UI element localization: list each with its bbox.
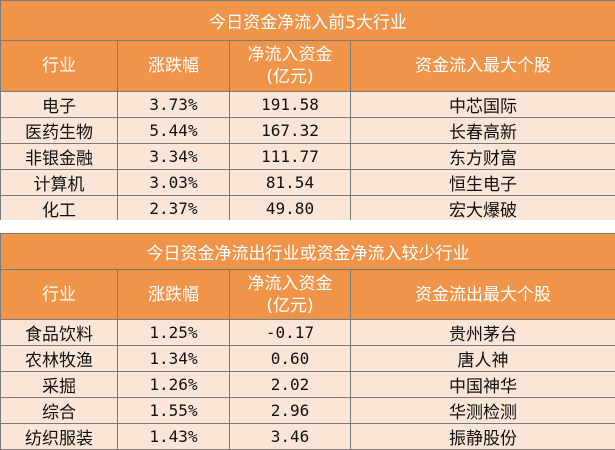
stock-cell: 宏大爆破 <box>351 196 615 222</box>
industry-cell: 采掘 <box>1 372 118 398</box>
table-row: 纺织服装 1.43% 3.46 振静股份 <box>1 424 615 450</box>
header-top-inflow-stock: 资金流入最大个股 <box>351 41 615 92</box>
stock-cell: 中国神华 <box>351 372 615 398</box>
header-net-inflow-line1: 净流入资金 <box>230 273 350 295</box>
table-gap <box>0 220 615 233</box>
header-net-inflow-line2: (亿元) <box>230 66 350 88</box>
header-top-outflow-stock: 资金流出最大个股 <box>351 270 615 320</box>
industry-cell: 食品饮料 <box>1 320 118 346</box>
industry-cell: 计算机 <box>1 170 118 196</box>
inflow-table-title-row: 今日资金净流入前5大行业 <box>1 1 615 41</box>
net-cell: 81.54 <box>230 170 351 196</box>
table-row: 化工 2.37% 49.80 宏大爆破 <box>1 196 615 222</box>
table-row: 采掘 1.26% 2.02 中国神华 <box>1 372 615 398</box>
header-net-inflow: 净流入资金 (亿元) <box>230 270 351 320</box>
stock-cell: 贵州茅台 <box>351 320 615 346</box>
change-cell: 1.55% <box>118 398 230 424</box>
stock-cell: 中芯国际 <box>351 92 615 118</box>
net-cell: 2.02 <box>230 372 351 398</box>
header-net-inflow: 净流入资金 (亿元) <box>230 41 351 92</box>
industry-cell: 纺织服装 <box>1 424 118 450</box>
industry-cell: 电子 <box>1 92 118 118</box>
stock-cell: 唐人神 <box>351 346 615 372</box>
header-industry: 行业 <box>1 41 118 92</box>
stock-cell: 恒生电子 <box>351 170 615 196</box>
change-cell: 3.34% <box>118 144 230 170</box>
outflow-table: 今日资金净流出行业或资金净流入较少行业 行业 涨跌幅 净流入资金 (亿元) 资金… <box>0 233 615 450</box>
table-row: 电子 3.73% 191.58 中芯国际 <box>1 92 615 118</box>
net-cell: 49.80 <box>230 196 351 222</box>
outflow-table-title-row: 今日资金净流出行业或资金净流入较少行业 <box>1 234 615 270</box>
net-cell: -0.17 <box>230 320 351 346</box>
header-net-inflow-line1: 净流入资金 <box>230 44 350 66</box>
net-cell: 0.60 <box>230 346 351 372</box>
outflow-table-title: 今日资金净流出行业或资金净流入较少行业 <box>1 234 615 270</box>
stock-cell: 振静股份 <box>351 424 615 450</box>
header-net-inflow-line2: (亿元) <box>230 295 350 317</box>
change-cell: 1.26% <box>118 372 230 398</box>
net-cell: 2.96 <box>230 398 351 424</box>
table-row: 综合 1.55% 2.96 华测检测 <box>1 398 615 424</box>
change-cell: 1.34% <box>118 346 230 372</box>
change-cell: 3.73% <box>118 92 230 118</box>
stock-cell: 东方财富 <box>351 144 615 170</box>
net-cell: 167.32 <box>230 118 351 144</box>
net-cell: 191.58 <box>230 92 351 118</box>
stock-cell: 长春高新 <box>351 118 615 144</box>
inflow-table-header-row: 行业 涨跌幅 净流入资金 (亿元) 资金流入最大个股 <box>1 41 615 92</box>
industry-cell: 非银金融 <box>1 144 118 170</box>
industry-cell: 化工 <box>1 196 118 222</box>
change-cell: 2.37% <box>118 196 230 222</box>
stock-cell: 华测检测 <box>351 398 615 424</box>
table-row: 食品饮料 1.25% -0.17 贵州茅台 <box>1 320 615 346</box>
industry-cell: 医药生物 <box>1 118 118 144</box>
net-cell: 111.77 <box>230 144 351 170</box>
header-industry: 行业 <box>1 270 118 320</box>
net-cell: 3.46 <box>230 424 351 450</box>
inflow-table-title: 今日资金净流入前5大行业 <box>1 1 615 41</box>
table-row: 农林牧渔 1.34% 0.60 唐人神 <box>1 346 615 372</box>
change-cell: 3.03% <box>118 170 230 196</box>
inflow-table: 今日资金净流入前5大行业 行业 涨跌幅 净流入资金 (亿元) 资金流入最大个股 … <box>0 0 615 222</box>
table-row: 医药生物 5.44% 167.32 长春高新 <box>1 118 615 144</box>
change-cell: 5.44% <box>118 118 230 144</box>
change-cell: 1.43% <box>118 424 230 450</box>
industry-cell: 综合 <box>1 398 118 424</box>
header-change: 涨跌幅 <box>118 270 230 320</box>
outflow-table-header-row: 行业 涨跌幅 净流入资金 (亿元) 资金流出最大个股 <box>1 270 615 320</box>
industry-cell: 农林牧渔 <box>1 346 118 372</box>
table-row: 计算机 3.03% 81.54 恒生电子 <box>1 170 615 196</box>
header-change: 涨跌幅 <box>118 41 230 92</box>
change-cell: 1.25% <box>118 320 230 346</box>
table-row: 非银金融 3.34% 111.77 东方财富 <box>1 144 615 170</box>
